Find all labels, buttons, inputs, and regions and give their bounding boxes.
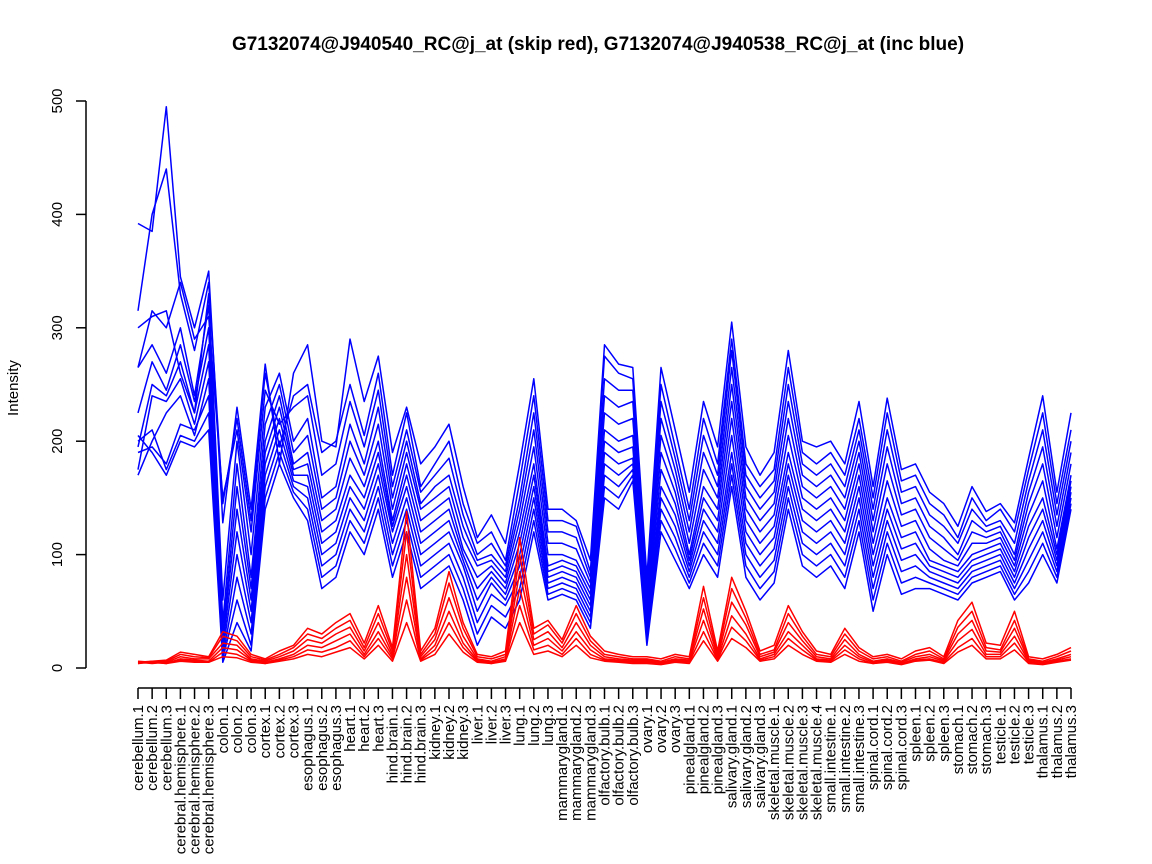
- x-tick-label: colon.1: [215, 705, 232, 753]
- x-tick-label: heart.3: [370, 705, 387, 752]
- x-tick-label: spinal.cord.3: [893, 705, 910, 790]
- skip-series-line-6: [138, 621, 1072, 666]
- x-tick-label: cerebellum.3: [158, 705, 175, 791]
- skip-series-line-3: [137, 553, 1072, 665]
- x-tick-label: small.intestine.1: [823, 705, 840, 813]
- inc-series-line-11: [137, 412, 1072, 660]
- x-tick-label: mammarygland.2: [568, 705, 585, 821]
- x-tick-label: colon.3: [243, 705, 260, 753]
- x-tick-label: ovary.3: [667, 705, 684, 753]
- inc-series-line-2: [137, 168, 1072, 590]
- x-tick-label: spleen.1: [908, 705, 925, 762]
- x-tick-label: olfactory.bulb.1: [597, 705, 614, 806]
- x-tick-label: skeletal.muscle.1: [766, 705, 783, 820]
- x-tick-label: testicle.1: [992, 705, 1009, 764]
- x-tick-label: spleen.3: [936, 705, 953, 762]
- x-tick-label: kidney.2: [441, 705, 458, 760]
- x-tick-label: cerebral.hemisphere.1: [172, 705, 189, 854]
- x-tick-label: cortex.1: [257, 705, 274, 758]
- inc-series-line-8: [137, 361, 1072, 647]
- x-tick-label: liver.1: [469, 705, 486, 744]
- inc-series-group: [137, 105, 1072, 664]
- x-tick-label: testicle.2: [1006, 705, 1023, 764]
- inc-series-line-1: [137, 105, 1072, 579]
- x-axis: cerebellum.1cerebellum.2cerebellum.3cere…: [130, 687, 1080, 854]
- x-tick-label: esophagus.2: [314, 705, 331, 791]
- inc-series-line-12: [137, 429, 1072, 664]
- x-tick-label: lung.1: [512, 705, 529, 746]
- x-tick-label: salivary.gland.2: [738, 705, 755, 808]
- x-tick-label: thalamus.1: [1035, 705, 1052, 778]
- inc-series-line-3: [137, 281, 1072, 596]
- x-tick-label: spinal.cord.2: [879, 705, 896, 790]
- inc-series-line-10: [137, 395, 1072, 658]
- x-tick-label: hind.brain.2: [399, 705, 416, 783]
- x-tick-label: mammarygland.3: [582, 705, 599, 821]
- skip-series-line-5: [137, 599, 1072, 665]
- x-tick-label: spleen.2: [922, 705, 939, 762]
- x-tick-label: mammarygland.1: [554, 705, 571, 821]
- x-tick-label: colon.2: [229, 705, 246, 753]
- inc-series-line-4: [137, 293, 1072, 601]
- y-tick-label: 300: [49, 315, 66, 340]
- x-tick-label: esophagus.1: [300, 705, 317, 791]
- y-tick-label: 500: [49, 88, 66, 113]
- x-tick-label: heart.1: [342, 705, 359, 752]
- y-axis-label: Intensity: [5, 360, 22, 416]
- x-tick-label: cerebral.hemisphere.3: [201, 705, 218, 854]
- x-tick-label: heart.2: [356, 705, 373, 752]
- x-tick-label: small.intestine.2: [837, 705, 854, 813]
- x-tick-label: thalamus.2: [1049, 705, 1066, 778]
- x-tick-label: salivary.gland.1: [724, 705, 741, 808]
- x-tick-label: skeletal.muscle.4: [809, 705, 826, 820]
- x-tick-label: olfactory.bulb.3: [625, 705, 642, 806]
- x-tick-label: spinal.cord.1: [865, 705, 882, 790]
- y-tick-label: 0: [49, 664, 66, 672]
- x-tick-label: cortex.2: [271, 705, 288, 758]
- chart-title: G7132074@J940540_RC@j_at (skip red), G71…: [232, 34, 964, 55]
- x-tick-label: lung.3: [540, 705, 557, 746]
- skip-series-line-2: [137, 531, 1072, 665]
- inc-series-line-9: [137, 378, 1072, 652]
- y-tick-label: 200: [49, 429, 66, 454]
- x-tick-label: testicle.3: [1021, 705, 1038, 764]
- x-tick-label: lung.2: [526, 705, 543, 746]
- x-tick-label: ovary.2: [653, 705, 670, 753]
- inc-series-line-5: [137, 304, 1072, 624]
- x-tick-label: salivary.gland.3: [752, 705, 769, 808]
- skip-series-line-1: [137, 510, 1072, 664]
- x-tick-label: cerebral.hemisphere.2: [187, 705, 204, 854]
- x-tick-label: stomach.3: [978, 705, 995, 774]
- x-tick-label: pinealgland.1: [681, 705, 698, 794]
- x-tick-label: esophagus.3: [328, 705, 345, 791]
- x-tick-label: liver.2: [483, 705, 500, 744]
- y-tick-label: 100: [49, 542, 66, 567]
- x-tick-label: cortex.3: [286, 705, 303, 758]
- x-tick-label: stomach.2: [964, 705, 981, 774]
- x-tick-label: pinealgland.2: [695, 705, 712, 794]
- x-tick-label: small.intestine.3: [851, 705, 868, 813]
- y-tick-label: 400: [49, 202, 66, 227]
- x-tick-label: skeletal.muscle.2: [780, 705, 797, 820]
- inc-series-line-7: [137, 344, 1072, 641]
- x-tick-label: cerebellum.1: [130, 705, 147, 791]
- x-tick-label: liver.3: [498, 705, 515, 744]
- x-tick-label: kidney.3: [455, 705, 472, 760]
- x-tick-label: hind.brain.3: [413, 705, 430, 783]
- x-tick-label: skeletal.muscle.3: [794, 705, 811, 820]
- inc-series-line-6: [137, 327, 1072, 635]
- x-tick-label: hind.brain.1: [384, 705, 401, 783]
- x-tick-label: ovary.1: [639, 705, 656, 753]
- x-tick-label: olfactory.bulb.2: [611, 705, 628, 806]
- y-axis: 0 100 200 300 400 500: [49, 88, 87, 672]
- skip-series-line-4: [137, 576, 1072, 665]
- x-tick-label: stomach.1: [950, 705, 967, 774]
- x-tick-label: cerebellum.2: [144, 705, 161, 791]
- x-tick-label: thalamus.3: [1063, 705, 1080, 778]
- x-tick-label: pinealgland.3: [710, 705, 727, 794]
- skip-series-group: [137, 510, 1072, 666]
- x-tick-label: kidney.1: [427, 705, 444, 760]
